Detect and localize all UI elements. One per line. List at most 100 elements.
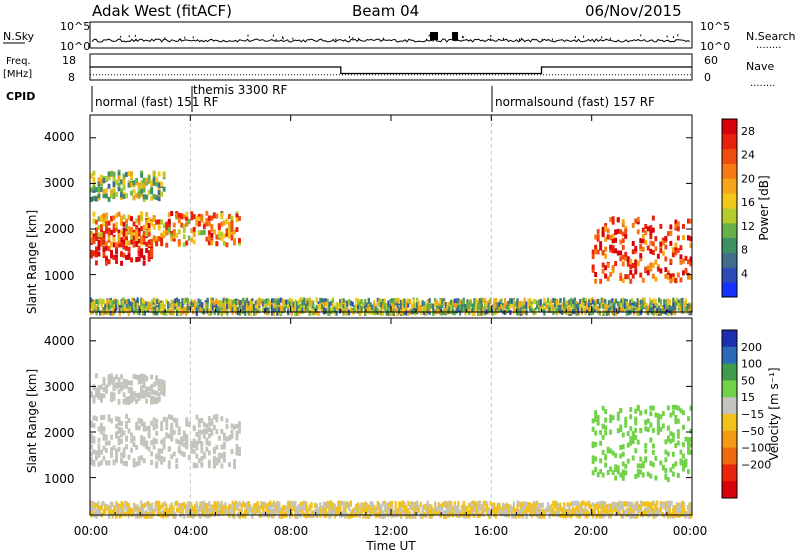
velocity-cell: [412, 513, 415, 519]
velocity-cell: [136, 504, 139, 510]
power-cell: [428, 298, 431, 304]
velocity-cell: [646, 471, 650, 477]
power-cell: [493, 310, 496, 316]
power-cell: [611, 245, 615, 251]
power-cell: [340, 298, 343, 304]
velocity-cell: [314, 509, 317, 515]
velocity-cell: [165, 503, 168, 509]
power-cell: [512, 305, 515, 311]
power-cell: [389, 303, 392, 309]
velocity-cell: [233, 459, 236, 464]
power-cell: [135, 229, 139, 235]
power-cell: [572, 299, 575, 305]
nsky-spike: [640, 34, 642, 37]
velocity-cell: [145, 387, 149, 393]
power-cell: [149, 303, 152, 308]
velocity-cell: [244, 513, 247, 519]
power-cell: [335, 310, 338, 316]
power-cell: [160, 232, 164, 238]
velocity-cell: [244, 509, 247, 514]
power-cell: [609, 247, 613, 253]
power-cell: [629, 306, 632, 311]
power-cell: [97, 242, 101, 248]
power-cell: [134, 306, 137, 312]
velocity-cell: [426, 509, 429, 514]
power-cell: [102, 251, 106, 257]
power-cell: [326, 302, 329, 308]
power-cell: [91, 305, 94, 311]
velocity-cell: [496, 506, 499, 512]
power-cell: [622, 297, 625, 303]
velocity-cell: [666, 425, 670, 431]
power-cell: [174, 301, 177, 307]
power-cell: [611, 298, 614, 304]
power-cell: [669, 258, 673, 264]
power-cell: [140, 248, 144, 254]
velocity-cell: [290, 506, 293, 512]
power-cell: [111, 307, 114, 313]
velocity-cell: [185, 417, 189, 423]
power-cell: [525, 304, 528, 310]
power-cell: [591, 264, 595, 270]
velocity-cell: [220, 508, 223, 514]
velocity-cell: [555, 506, 558, 511]
velocity-cell: [113, 507, 116, 513]
velocity-cell: [614, 475, 618, 481]
power-cell: [575, 301, 578, 307]
power-cell: [182, 214, 186, 220]
velocity-cell: [561, 507, 564, 513]
power-cell: [177, 299, 180, 304]
velocity-cell: [450, 510, 453, 516]
power-cell: [170, 299, 173, 305]
velocity-cell: [550, 511, 553, 517]
velocity-cell: [403, 502, 406, 508]
power-cell: [263, 299, 266, 305]
power-cell: [552, 304, 555, 310]
power-cell: [548, 301, 551, 307]
velocity-cell: [609, 466, 613, 472]
velocity-cell: [308, 504, 311, 510]
power-cell: [609, 305, 612, 311]
velocity-cell: [172, 417, 176, 423]
velocity-cell: [161, 513, 164, 519]
power-cell: [606, 234, 610, 240]
power-cell: [609, 299, 612, 305]
velocity-cell: [671, 404, 675, 410]
power-cell: [135, 177, 139, 183]
velocity-cell: [127, 396, 131, 402]
power-cell: [207, 216, 211, 222]
power-cell: [344, 310, 347, 316]
velocity-cell: [222, 457, 226, 463]
velocity-cell: [150, 395, 154, 401]
power-cell: [256, 304, 259, 310]
velocity-cell: [505, 506, 508, 512]
power-cell: [619, 250, 623, 256]
power-cell: [606, 228, 610, 234]
velocity-cell: [160, 384, 164, 390]
velocity-cell: [405, 514, 408, 520]
power-cell: [95, 251, 98, 257]
power-cell: [491, 304, 494, 310]
velocity-cell: [242, 502, 245, 507]
power-cell: [142, 177, 146, 183]
power-cell: [471, 311, 474, 316]
nsky-spike: [519, 38, 520, 41]
velocity-cell: [400, 501, 403, 507]
power-cell: [135, 257, 139, 263]
power-cell: [185, 297, 188, 303]
nsky-spike: [120, 35, 122, 38]
power-cell: [155, 219, 159, 225]
velocity-cell: [253, 510, 256, 516]
power-cell: [613, 310, 616, 316]
power-cell: [110, 216, 113, 222]
velocity-cell: [287, 504, 290, 510]
power-cell: [639, 243, 643, 249]
velocity-cell: [130, 387, 133, 392]
power-cell: [192, 226, 196, 232]
power-cell: [222, 220, 226, 226]
power-cell: [92, 170, 96, 176]
velocity-cell: [591, 455, 595, 461]
power-cell: [537, 306, 541, 312]
velocity-cell: [493, 502, 496, 508]
power-cell: [437, 308, 440, 314]
